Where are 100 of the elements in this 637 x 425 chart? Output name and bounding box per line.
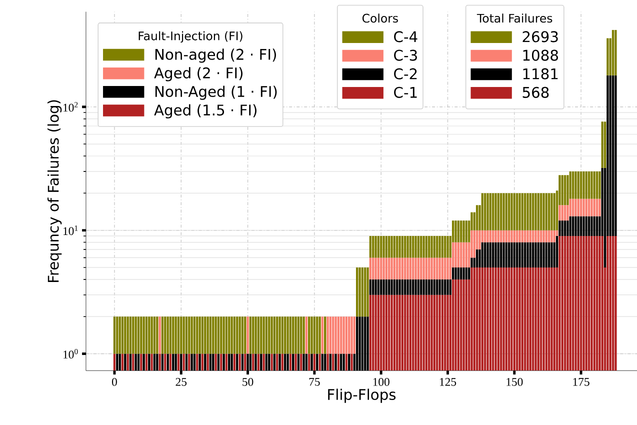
bar — [358, 268, 361, 317]
bar — [478, 268, 481, 371]
bar — [500, 230, 502, 242]
bar — [510, 193, 513, 231]
bar — [532, 193, 534, 231]
bar — [401, 295, 404, 371]
bar — [484, 193, 486, 231]
bar — [428, 280, 430, 296]
bar — [585, 172, 588, 200]
bar — [444, 236, 446, 258]
bar — [289, 354, 292, 371]
bar — [462, 268, 465, 280]
bar — [532, 230, 534, 242]
bar — [446, 280, 449, 296]
bar — [580, 216, 582, 236]
bar — [582, 216, 585, 236]
bar — [401, 236, 404, 258]
bar — [430, 295, 433, 371]
bar — [454, 220, 457, 242]
bar — [356, 268, 358, 317]
bar — [561, 205, 564, 221]
bar — [382, 280, 385, 296]
bar — [414, 236, 417, 258]
bar — [545, 230, 548, 242]
bar — [564, 220, 566, 236]
bar — [494, 242, 497, 268]
bar — [561, 175, 564, 206]
bar — [425, 280, 428, 296]
bar — [385, 236, 388, 258]
bar — [548, 193, 550, 231]
bar — [182, 354, 185, 371]
bar — [372, 258, 374, 280]
bar — [372, 236, 374, 258]
bar — [300, 354, 302, 371]
bar — [486, 193, 489, 231]
bar — [572, 199, 574, 216]
bar — [417, 295, 420, 371]
bar — [340, 316, 342, 354]
bar — [420, 236, 422, 258]
bar — [302, 316, 305, 354]
bar — [473, 268, 476, 371]
bar — [529, 268, 532, 371]
annotation: Total Failures — [476, 14, 552, 23]
bar — [580, 236, 582, 371]
bar — [385, 295, 388, 371]
bar — [494, 268, 497, 371]
bar — [572, 216, 574, 236]
bar — [614, 76, 617, 236]
bar — [396, 236, 398, 258]
bar — [505, 268, 508, 371]
bar — [377, 280, 380, 296]
bar — [321, 316, 324, 354]
bar — [409, 258, 412, 280]
bar — [446, 295, 449, 371]
bar — [398, 280, 401, 296]
bar — [244, 354, 246, 371]
annotation: 1181 — [523, 68, 558, 80]
bar — [462, 242, 465, 268]
bar — [604, 122, 606, 168]
bar — [201, 354, 204, 371]
bar — [190, 316, 193, 354]
bar — [532, 242, 534, 268]
bar — [516, 242, 518, 268]
bar — [446, 258, 449, 280]
bar — [132, 354, 134, 371]
bar — [414, 258, 417, 280]
bar — [596, 236, 598, 371]
bar — [526, 268, 529, 371]
x-tick-label: 175 — [573, 378, 590, 386]
bar — [380, 280, 382, 296]
bar — [388, 295, 390, 371]
bar — [497, 268, 500, 371]
bar — [505, 242, 508, 268]
bar — [457, 268, 460, 280]
annotation: 568 — [522, 87, 549, 98]
bar — [574, 172, 577, 200]
bar — [489, 268, 492, 371]
bar — [516, 230, 518, 242]
bar — [380, 236, 382, 258]
bar — [369, 258, 372, 280]
bar — [492, 193, 494, 231]
legend-label: Aged (2 · FI) — [154, 67, 243, 82]
bar — [374, 236, 377, 258]
bar — [113, 354, 116, 371]
bar — [502, 230, 505, 242]
bar — [580, 199, 582, 216]
bar — [534, 193, 537, 231]
bar — [121, 354, 124, 371]
bar — [318, 354, 321, 371]
bar — [500, 242, 502, 268]
bar — [588, 172, 590, 200]
bar — [596, 216, 598, 236]
bar — [572, 172, 574, 200]
bar — [422, 258, 425, 280]
bar — [481, 242, 484, 268]
x-tick-label: 125 — [440, 378, 456, 386]
bar — [228, 316, 230, 354]
bar — [377, 295, 380, 371]
bar — [438, 280, 441, 296]
annotation: 1088 — [523, 50, 558, 62]
